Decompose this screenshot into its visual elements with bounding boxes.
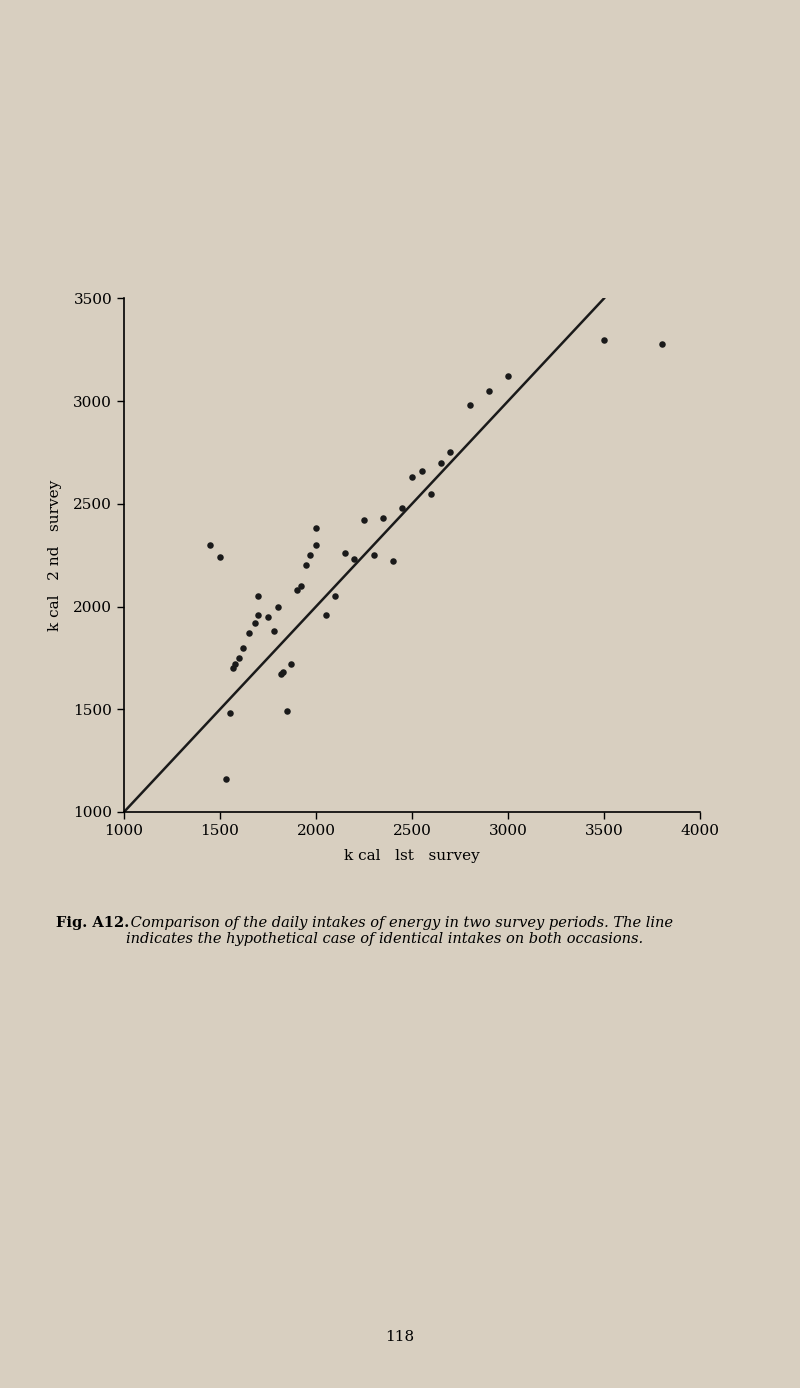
Point <box>310 518 322 540</box>
Point <box>252 586 265 608</box>
Point <box>233 647 246 669</box>
Point <box>329 586 342 608</box>
Point <box>377 507 390 529</box>
Point <box>227 657 240 679</box>
Point <box>237 637 250 659</box>
Point <box>242 622 255 644</box>
Point <box>463 394 476 416</box>
Point <box>271 595 284 618</box>
Point <box>156 822 169 844</box>
Point <box>262 605 274 627</box>
Point <box>338 543 351 565</box>
Point <box>223 702 236 725</box>
X-axis label: k cal   lst   survey: k cal lst survey <box>344 849 480 863</box>
Point <box>219 768 232 790</box>
Point <box>294 575 307 597</box>
Point <box>252 604 265 626</box>
Point <box>277 661 290 683</box>
Point <box>248 612 261 634</box>
Point <box>214 545 226 568</box>
Point <box>598 329 610 351</box>
Text: Fig. A12.: Fig. A12. <box>56 916 130 930</box>
Point <box>229 652 242 675</box>
Point <box>415 459 428 482</box>
Point <box>358 509 370 532</box>
Point <box>406 466 418 489</box>
Point <box>386 550 399 572</box>
Point <box>367 544 380 566</box>
Point <box>300 554 313 576</box>
Point <box>275 663 288 686</box>
Point <box>434 451 447 473</box>
Point <box>655 333 668 355</box>
Point <box>204 534 217 557</box>
Text: Comparison of the daily intakes of energy in two survey periods. The line
indica: Comparison of the daily intakes of energ… <box>126 916 674 947</box>
Point <box>502 365 514 387</box>
Point <box>171 811 184 833</box>
Point <box>290 579 303 601</box>
Y-axis label: k cal   2 nd   survey: k cal 2 nd survey <box>48 480 62 630</box>
Text: 118: 118 <box>386 1330 414 1344</box>
Point <box>444 441 457 464</box>
Point <box>310 534 322 557</box>
Point <box>482 380 495 403</box>
Point <box>425 483 438 505</box>
Point <box>396 497 409 519</box>
Point <box>304 544 317 566</box>
Point <box>348 548 361 570</box>
Point <box>285 652 298 675</box>
Point <box>267 620 280 643</box>
Point <box>281 700 294 722</box>
Point <box>319 604 332 626</box>
